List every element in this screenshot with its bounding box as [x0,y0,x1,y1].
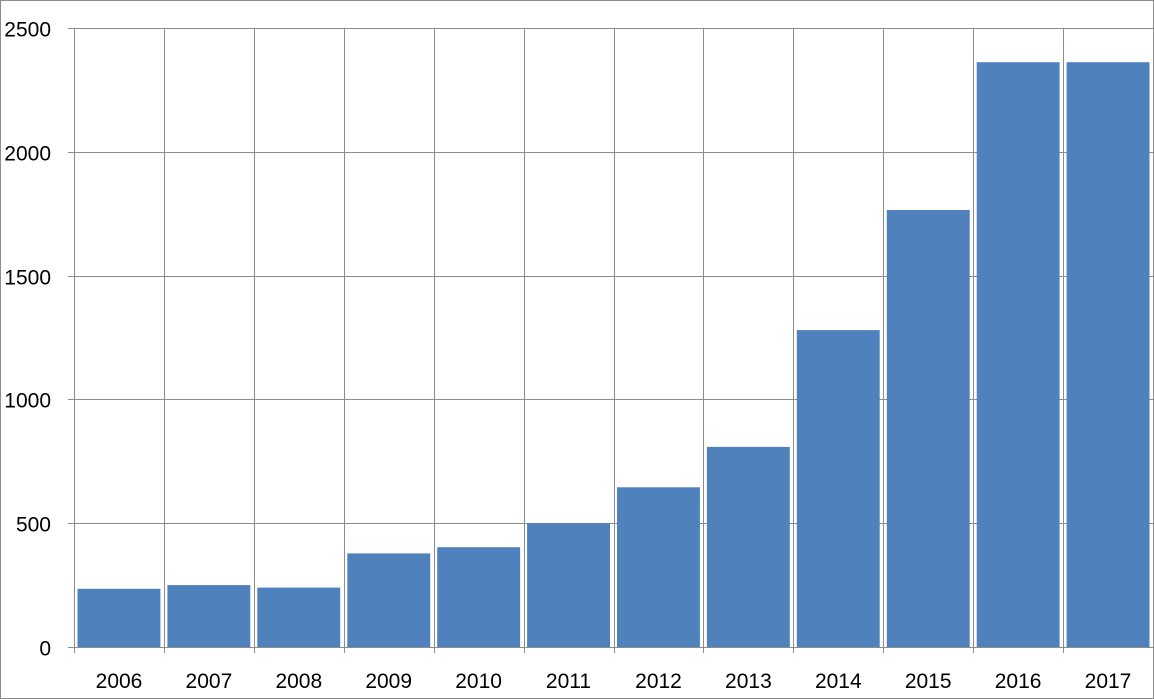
bar-2010 [437,547,521,647]
x-tick-label: 2016 [995,670,1042,693]
y-tick-label: 500 [16,514,51,537]
bar-2009 [347,553,431,647]
bar-2016 [976,62,1060,647]
x-tick-label: 2011 [546,670,591,693]
x-tick-label: 2010 [455,670,502,693]
x-tick-label: 2013 [725,670,772,693]
bar-2017 [1066,62,1150,647]
x-tick-label: 2008 [275,670,322,693]
x-tick-label: 2015 [905,670,952,693]
x-tick-label: 2017 [1085,670,1132,693]
bar-2011 [527,523,610,647]
x-tick-label: 2009 [365,670,412,693]
x-tick-label: 2006 [96,670,143,693]
y-tick-label: 2500 [4,19,51,42]
gridlines [74,28,1153,653]
bars [77,62,1150,647]
bar-2006 [77,588,161,647]
y-tick-labels: 0 500 1000 1500 2000 2500 [4,19,51,661]
bar-2014 [796,330,880,647]
bar-2007 [167,585,251,647]
y-tick-label: 1000 [4,390,51,413]
x-tick-labels: 2006 2007 2008 2009 2010 2011 2012 2013 2014 2015… [96,670,1132,693]
bar-2008 [257,587,341,647]
y-tick-label: 2000 [4,143,51,166]
bar-2012 [617,487,700,647]
x-tick-label: 2014 [815,670,862,693]
y-tick-label: 1500 [4,267,51,290]
y-tick-label: 0 [39,638,51,661]
x-tick-label: 2012 [635,670,682,693]
axes [68,28,1153,653]
bar-2013 [706,446,790,647]
x-tick-label: 2007 [186,670,233,693]
bar-2015 [886,210,970,647]
